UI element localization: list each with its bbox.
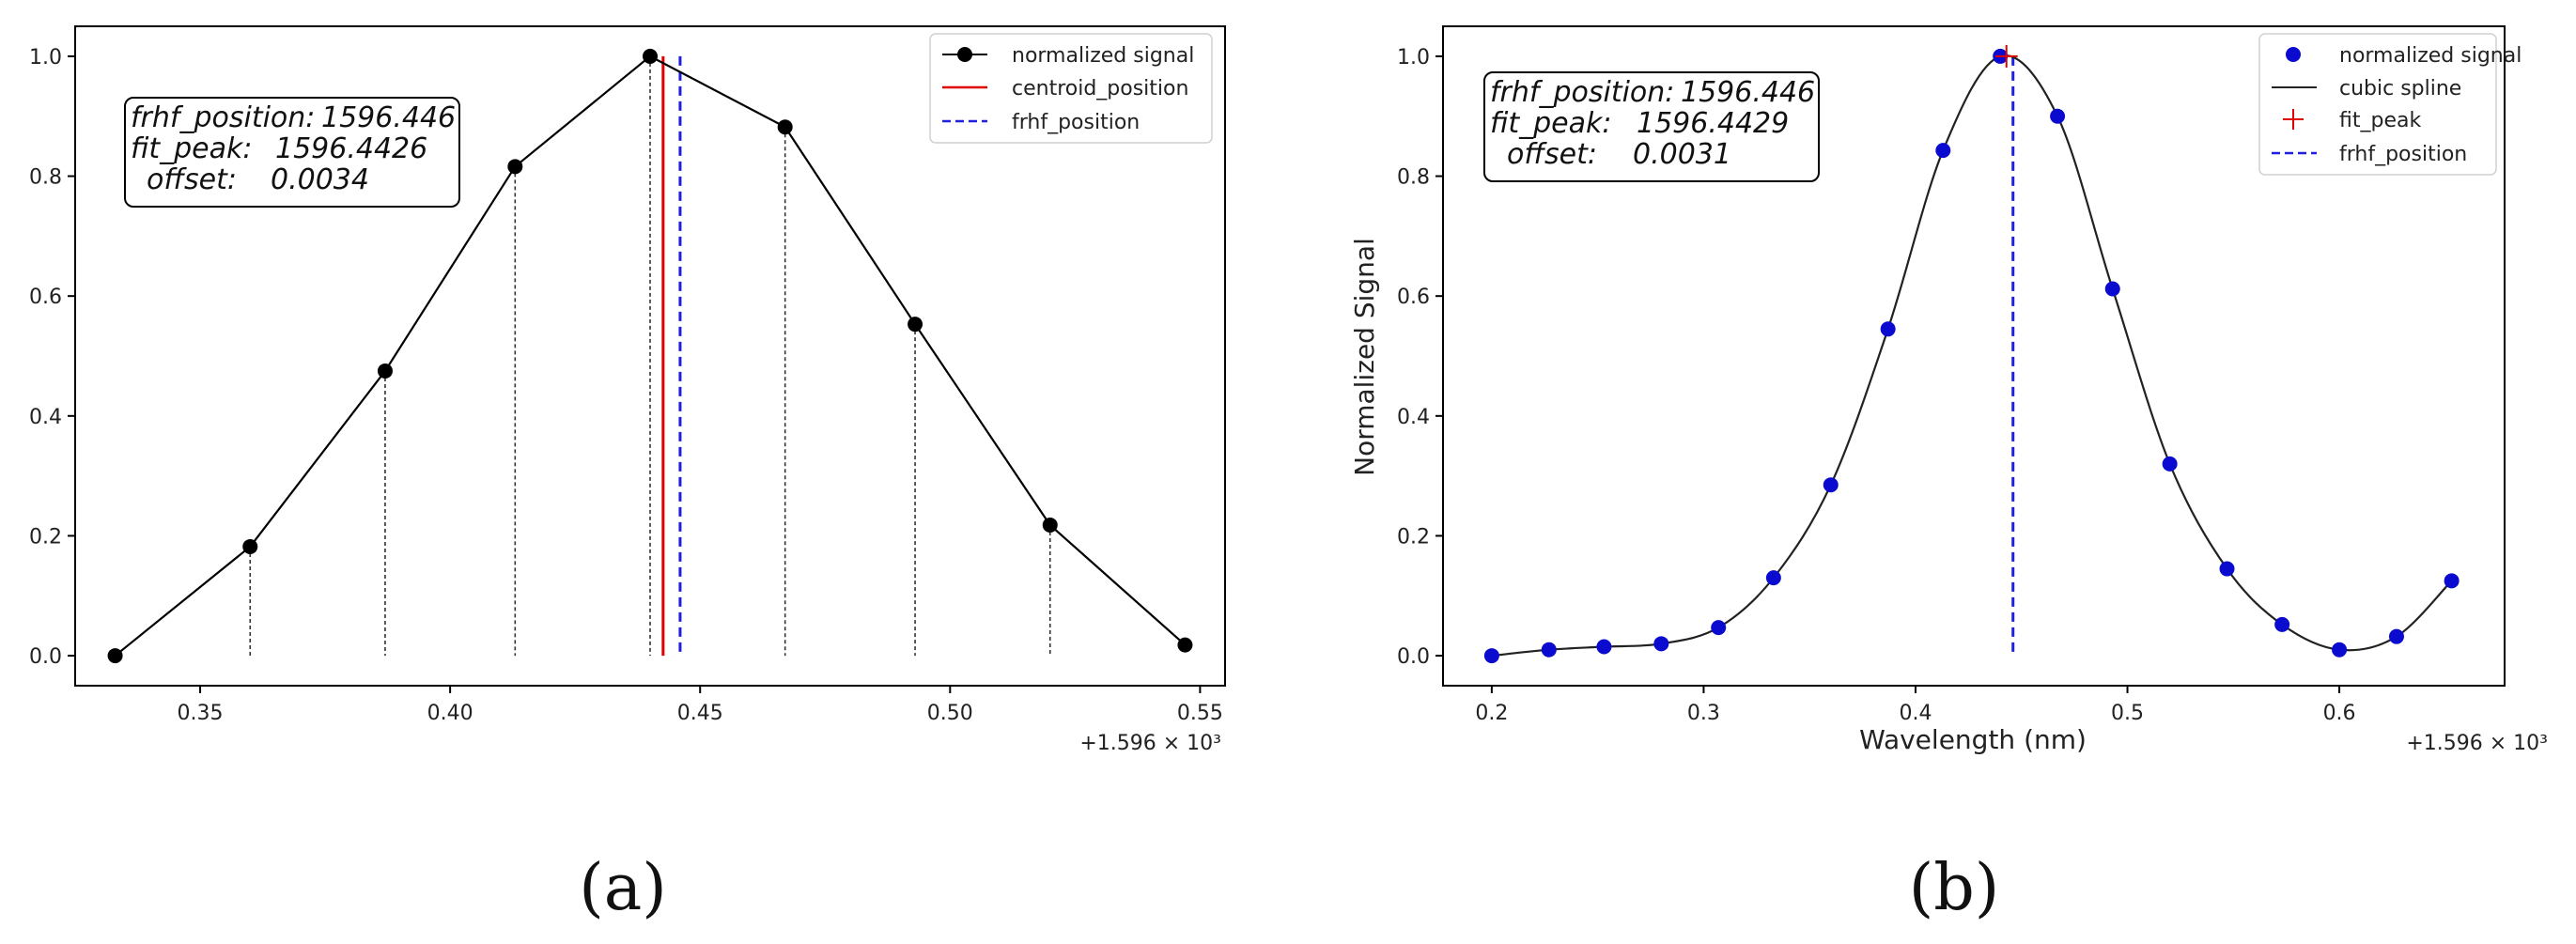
chart-b-panel-label: (b) [1909,851,2000,925]
chart-b-annotation-value-2: 1596.4429 [1637,107,1789,140]
chart-b-y-tick-label: 0.4 [1397,406,1430,429]
chart-a: 0.00.20.40.60.81.0 0.35 0.40 0.45 0.50 0.55 … [29,25,1226,925]
chart-b-data-point [1541,642,1557,658]
chart-b-y-tick-label: 1.0 [1397,46,1430,70]
chart-a-x-tick-label: 0.45 [677,702,723,725]
chart-a-data-point [777,119,793,135]
chart-b-x-axis: 0.2 0.3 0.4 0.5 0.6 [1475,686,2356,725]
chart-a-y-tick-label: 0.8 [29,166,62,190]
chart-b-data-point [2274,616,2290,632]
chart-a-data-point [507,159,523,175]
chart-b-data-point [1823,477,1839,493]
chart-b: 0.0 0.2 0.4 0.6 0.8 1.0 0.2 0.3 0.4 0.5 0.6 +1.59… [1349,25,2548,925]
chart-a-legend-label-1: normalized signal [1012,44,1194,68]
chart-a-data-point [377,363,393,379]
chart-b-x-tick-label: 0.3 [1687,702,1720,725]
chart-a-data-point [908,317,923,333]
chart-a-annotation-frame [124,97,460,208]
chart-a-vertical-lines [661,55,682,657]
chart-b-plot-frame [1442,25,2506,687]
chart-b-data-point [2162,456,2178,472]
chart-b-data-point [2388,628,2404,644]
chart-b-y-tick-label: 0.2 [1397,525,1430,549]
chart-b-annotation-value-3: 0.0031 [1633,138,1731,171]
chart-a-legend: normalized signal centroid_position frhf… [929,33,1213,144]
chart-b-x-tick-label: 0.4 [1899,702,1932,725]
chart-b-y-axis-title: Normalized Signal [1349,238,1380,476]
chart-a-data-point [1042,517,1058,533]
chart-b-data-point [2104,281,2120,297]
chart-a-x-tick-label: 0.35 [178,702,224,725]
chart-a-y-tick-label: 1.0 [29,46,62,70]
chart-a-y-tick-label: 0.0 [29,645,62,669]
chart-b-annotation-key-1: frhf_position: [1490,76,1674,109]
chart-b-annotation-frame [1483,71,1820,182]
chart-a-annotation-value-2: 1596.4426 [275,132,427,165]
chart-a-panel-label: (a) [579,851,667,925]
chart-a-y-tick-label: 0.4 [29,406,62,429]
chart-a-y-tick-label: 0.2 [29,525,62,549]
chart-b-legend-label-1: normalized signal [2339,44,2522,68]
chart-a-data-point [1177,637,1193,653]
chart-a-annotation-value-3: 0.0034 [271,163,369,196]
chart-a-x-tick-label: 0.50 [927,702,973,725]
chart-b-annotation-value-1: 1596.446 [1681,76,1815,109]
chart-a-y-tick-label: 0.6 [29,286,62,309]
chart-a-annotation-key-2: fit_peak: [131,132,253,165]
chart-a-x-tick-label: 0.40 [427,702,473,725]
chart-b-data-point [1483,648,1499,664]
chart-b-data-point [1880,321,1896,337]
chart-b-y-tick-label: 0.8 [1397,166,1430,190]
chart-b-x-tick-label: 0.5 [2111,702,2144,725]
chart-a-data-point [242,538,258,554]
chart-a-annotation-value-1: 1596.446 [321,101,456,134]
chart-a-x-offset-label: +1.596 × 10³ [1079,732,1221,755]
chart-a-plot-frame [74,25,1226,687]
chart-b-data-point [1596,639,1612,655]
chart-a-annotation-box: frhf_position: 1596.446 fit_peak: 1596.4… [124,97,460,208]
chart-a-legend-label-2: centroid_position [1012,77,1188,101]
chart-b-legend-label-3: fit_peak [2339,109,2421,132]
chart-a-series [107,48,1193,664]
chart-b-legend-label-2: cubic spline [2339,77,2461,101]
chart-b-data-point [2219,561,2235,577]
chart-b-x-tick-label: 0.2 [1475,702,1508,725]
chart-b-data-point [1935,143,1951,159]
chart-b-data-point [2050,108,2066,124]
chart-b-x-offset-label: +1.596 × 10³ [2406,732,2548,755]
chart-b-legend: normalized signal cubic spline fit_peak … [2258,33,2522,176]
chart-a-annotation-key-3: offset: [147,163,237,196]
chart-a-legend-label-3: frhf_position [1012,111,1140,134]
chart-b-data-point [2444,573,2460,589]
chart-b-x-tick-label: 0.6 [2323,702,2356,725]
chart-b-data-point [1653,636,1669,652]
chart-b-annotation-box: frhf_position: 1596.446 fit_peak: 1596.4… [1483,71,1820,182]
chart-b-y-tick-label: 0.6 [1397,286,1430,309]
chart-b-legend-marker-signal [2286,47,2301,62]
chart-b-y-tick-label: 0.0 [1397,645,1430,669]
chart-a-x-axis: 0.35 0.40 0.45 0.50 0.55 [178,686,1223,725]
chart-b-annotation-key-3: offset: [1507,138,1597,171]
chart-a-legend-marker-signal [957,47,972,62]
chart-a-drop-lines [249,55,1051,657]
chart-b-data-point [1765,570,1781,586]
chart-a-legend-frame [929,33,1213,144]
chart-a-x-tick-label: 0.55 [1177,702,1223,725]
chart-b-data-point [1711,620,1727,636]
chart-b-series [1483,44,2460,664]
chart-b-y-axis: 0.0 0.2 0.4 0.6 0.8 1.0 [1397,46,1443,669]
chart-a-data-point [107,648,123,664]
chart-a-y-axis: 0.0 0.2 0.4 0.6 0.8 1.0 [29,46,75,669]
chart-b-annotation-key-2: fit_peak: [1490,107,1612,140]
chart-a-data-point [643,48,658,64]
chart-b-x-axis-title: Wavelength (nm) [1859,724,2087,755]
chart-b-legend-label-4: frhf_position [2339,143,2467,166]
chart-a-annotation-key-1: frhf_position: [131,101,315,134]
chart-b-legend-frame [2258,33,2497,176]
chart-b-cubic-spline [1491,54,2453,658]
chart-b-data-point [2332,642,2348,658]
chart-b-legend-marker-fit-peak [2283,109,2304,130]
